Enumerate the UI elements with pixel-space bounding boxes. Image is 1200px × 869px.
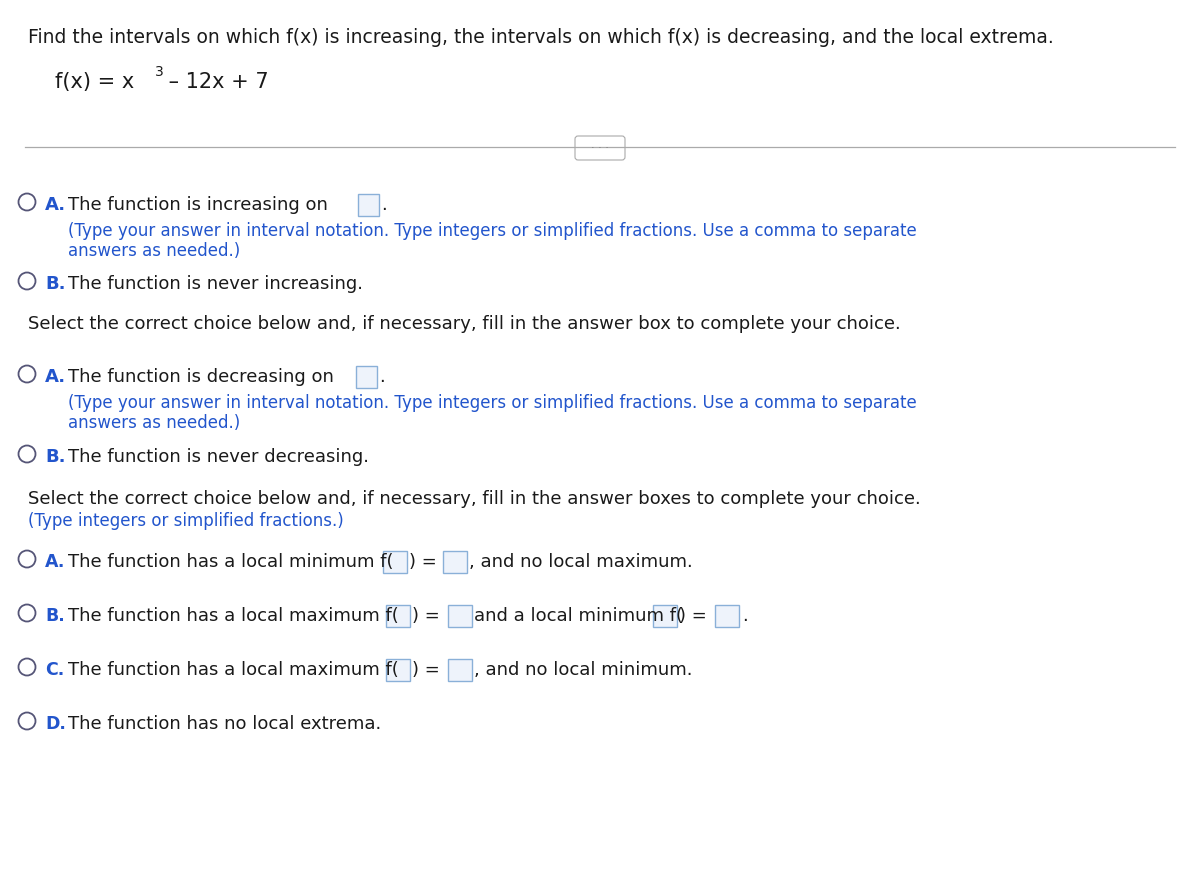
Circle shape (18, 713, 36, 730)
Text: (Type integers or simplified fractions.): (Type integers or simplified fractions.) (28, 512, 343, 529)
Text: Select the correct choice below and, if necessary, fill in the answer boxes to c: Select the correct choice below and, if … (28, 489, 920, 507)
Text: and a local minimum f(: and a local minimum f( (474, 607, 683, 624)
Circle shape (18, 195, 36, 211)
Text: – 12x + 7: – 12x + 7 (162, 72, 269, 92)
Text: f(x) = x: f(x) = x (55, 72, 134, 92)
Text: C.: C. (46, 660, 65, 678)
FancyBboxPatch shape (358, 195, 379, 216)
Text: 3: 3 (155, 65, 163, 79)
FancyBboxPatch shape (443, 551, 467, 574)
Text: answers as needed.): answers as needed.) (68, 414, 240, 432)
FancyBboxPatch shape (575, 136, 625, 161)
Text: The function has a local maximum f(: The function has a local maximum f( (68, 660, 398, 678)
FancyBboxPatch shape (386, 660, 410, 681)
Text: The function has a local maximum f(: The function has a local maximum f( (68, 607, 398, 624)
Circle shape (18, 659, 36, 676)
Text: .: . (382, 196, 386, 214)
Text: · · ·: · · · (592, 143, 608, 153)
Text: The function is decreasing on: The function is decreasing on (68, 368, 334, 386)
Text: ) =: ) = (412, 607, 439, 624)
Text: A.: A. (46, 368, 66, 386)
Text: The function is increasing on: The function is increasing on (68, 196, 328, 214)
FancyBboxPatch shape (386, 606, 410, 627)
Text: B.: B. (46, 275, 66, 293)
Circle shape (18, 273, 36, 290)
Text: (Type your answer in interval notation. Type integers or simplified fractions. U: (Type your answer in interval notation. … (68, 394, 917, 412)
Text: The function is never decreasing.: The function is never decreasing. (68, 448, 370, 466)
FancyBboxPatch shape (448, 606, 472, 627)
Text: Find the intervals on which f(x) is increasing, the intervals on which f(x) is d: Find the intervals on which f(x) is incr… (28, 28, 1054, 47)
FancyBboxPatch shape (653, 606, 677, 627)
Text: The function has a local minimum f(: The function has a local minimum f( (68, 553, 394, 570)
Text: B.: B. (46, 448, 66, 466)
FancyBboxPatch shape (448, 660, 472, 681)
Circle shape (18, 605, 36, 622)
Text: D.: D. (46, 714, 66, 733)
Text: Select the correct choice below and, if necessary, fill in the answer box to com: Select the correct choice below and, if … (28, 315, 901, 333)
Text: answers as needed.): answers as needed.) (68, 242, 240, 260)
Circle shape (18, 446, 36, 463)
FancyBboxPatch shape (383, 551, 407, 574)
Text: The function is never increasing.: The function is never increasing. (68, 275, 364, 293)
Circle shape (18, 366, 36, 383)
Text: ) =: ) = (679, 607, 707, 624)
Text: A.: A. (46, 553, 65, 570)
Text: .: . (379, 368, 385, 386)
Text: .: . (742, 607, 748, 624)
Text: , and no local minimum.: , and no local minimum. (474, 660, 692, 678)
Circle shape (18, 551, 36, 567)
FancyBboxPatch shape (356, 367, 377, 388)
Text: , and no local maximum.: , and no local maximum. (469, 553, 692, 570)
Text: (Type your answer in interval notation. Type integers or simplified fractions. U: (Type your answer in interval notation. … (68, 222, 917, 240)
Text: B.: B. (46, 607, 65, 624)
FancyBboxPatch shape (715, 606, 739, 627)
Text: The function has no local extrema.: The function has no local extrema. (68, 714, 382, 733)
Text: ) =: ) = (412, 660, 439, 678)
Text: A.: A. (46, 196, 66, 214)
Text: ) =: ) = (409, 553, 437, 570)
